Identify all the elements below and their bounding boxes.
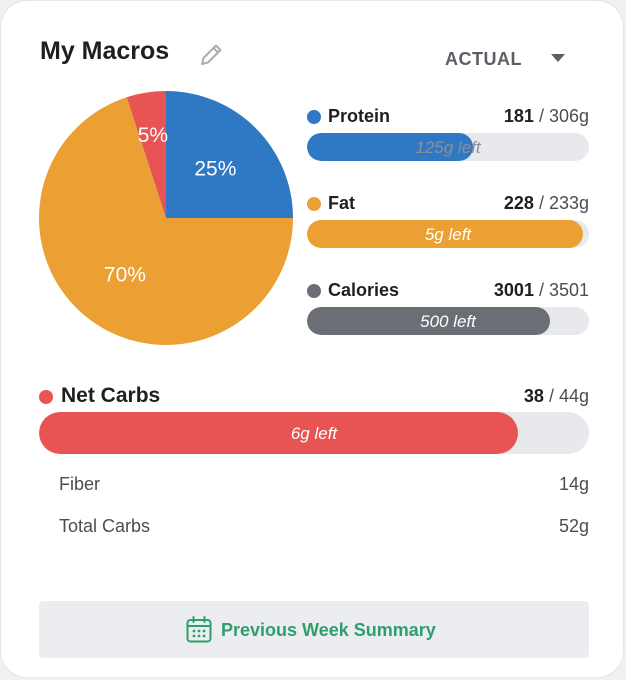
protein-values: 181 / 306g bbox=[503, 106, 589, 126]
view-selector-label: ACTUAL bbox=[445, 49, 522, 69]
fat-progress-fill bbox=[307, 220, 584, 248]
net-carbs-values: 38 / 44g bbox=[523, 386, 589, 406]
net-carbs-dot bbox=[39, 390, 53, 404]
protein-dot bbox=[307, 110, 321, 124]
calories-progress-bar: 500 left bbox=[307, 307, 589, 335]
calories-remaining: 500 left bbox=[420, 312, 476, 331]
protein-progress-bar: 125g left bbox=[307, 133, 589, 161]
pie-label-carbs: 5% bbox=[138, 124, 168, 147]
total-carbs-row: Total Carbs 52g bbox=[59, 516, 589, 537]
protein-progress-fill bbox=[307, 133, 474, 161]
calories-dot bbox=[307, 284, 321, 298]
fat-progress-bar: 5g left bbox=[307, 220, 589, 248]
total-carbs-label: Total Carbs bbox=[59, 516, 151, 536]
calories-progress-fill bbox=[307, 307, 550, 335]
fat-remaining: 5g left bbox=[424, 225, 472, 244]
calories-values: 3001 / 3501 bbox=[493, 280, 589, 300]
fat-dot bbox=[307, 197, 321, 211]
fiber-row: Fiber 14g bbox=[59, 474, 589, 495]
pie-label-fat: 70% bbox=[104, 264, 146, 287]
net-carbs-progress-bar: 6g left bbox=[39, 412, 589, 454]
net-carbs-progress-fill bbox=[39, 412, 518, 454]
fat-label: Fat bbox=[328, 193, 355, 213]
fat-values: 228 / 233g bbox=[503, 193, 589, 213]
pie-label-protein: 25% bbox=[194, 158, 236, 181]
pie-slice-carbs bbox=[126, 91, 166, 218]
net-carbs-remaining: 6g left bbox=[290, 424, 338, 443]
view-selector[interactable]: ACTUAL bbox=[443, 45, 573, 75]
protein-label: Protein bbox=[328, 106, 391, 126]
previous-week-summary-label: Previous Week Summary bbox=[221, 620, 436, 640]
previous-week-summary-button[interactable]: Previous Week Summary bbox=[39, 601, 589, 658]
chevron-down-icon bbox=[551, 54, 565, 62]
pencil-icon[interactable] bbox=[196, 40, 226, 70]
page-title: My Macros bbox=[40, 37, 170, 65]
macro-pie-chart: 25% 70% 5% bbox=[39, 91, 293, 345]
calories-label: Calories bbox=[328, 280, 400, 300]
fiber-label: Fiber bbox=[59, 474, 101, 494]
net-carbs-label: Net Carbs bbox=[61, 384, 161, 407]
calendar-icon bbox=[186, 616, 212, 643]
pie-slice-protein bbox=[166, 91, 293, 218]
pie-slice-fat bbox=[39, 97, 293, 345]
total-carbs-value: 52g bbox=[558, 516, 589, 536]
protein-remaining: 125g left bbox=[415, 138, 481, 157]
fiber-value: 14g bbox=[558, 474, 589, 494]
